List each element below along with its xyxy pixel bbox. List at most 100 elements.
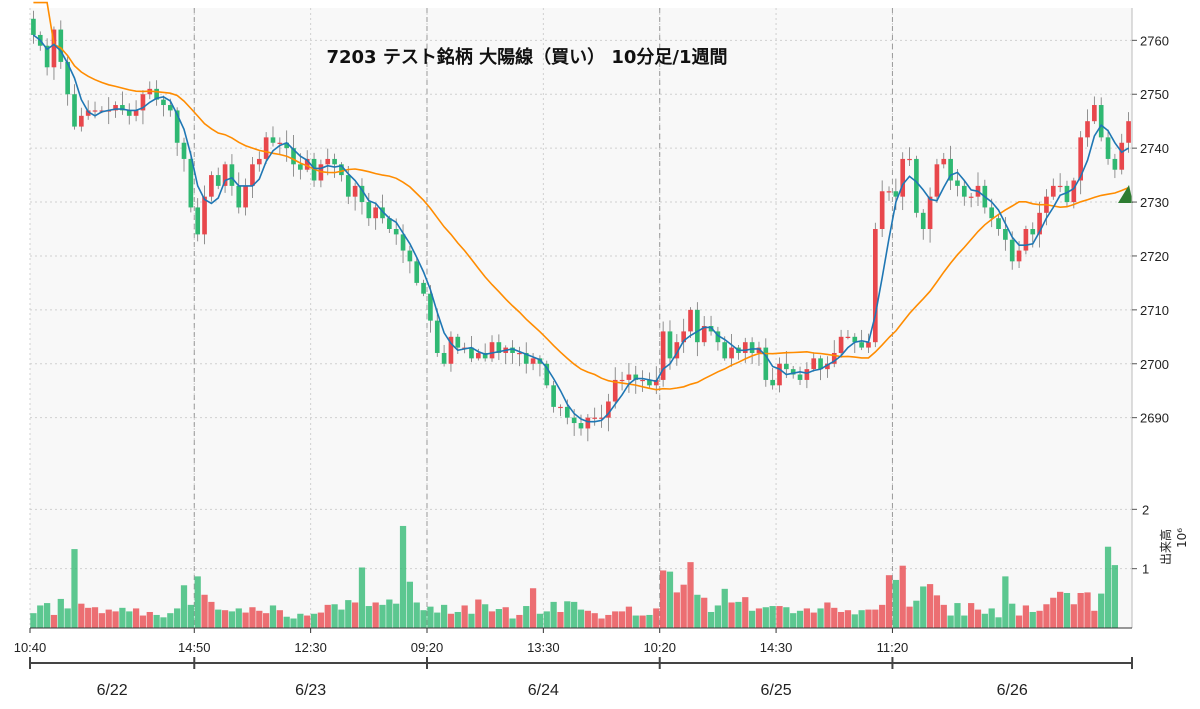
- candle-body: [1098, 105, 1104, 138]
- volume-axis: 12: [1131, 450, 1149, 628]
- volume-bar: [495, 609, 502, 628]
- volume-bar: [160, 617, 167, 628]
- volume-bar: [817, 608, 824, 628]
- volume-bar: [639, 615, 646, 628]
- candle-body: [523, 352, 529, 364]
- volume-bar: [317, 612, 325, 628]
- volume-bar: [584, 610, 591, 628]
- candle-body: [270, 137, 276, 143]
- volume-bar: [105, 609, 112, 628]
- candle-body: [1085, 121, 1090, 138]
- volume-bar: [126, 611, 133, 628]
- volume-bar: [947, 615, 954, 628]
- chart-title: 7203 テスト銘柄 大陽線（買い） 10分足/1週間: [326, 46, 727, 68]
- volume-bar: [475, 599, 482, 628]
- volume-bar: [769, 606, 776, 628]
- price-tick-label: 2700: [1140, 357, 1169, 372]
- candle-body: [660, 331, 666, 380]
- volume-bar: [687, 562, 694, 628]
- volume-bar: [167, 613, 174, 628]
- volume-bar: [571, 601, 578, 628]
- candle-body: [1030, 229, 1036, 235]
- candle-body: [914, 158, 919, 213]
- volume-bar: [550, 601, 557, 628]
- candle-body: [811, 358, 817, 370]
- date-label: 6/23: [295, 682, 326, 699]
- volume-tick-label: 2: [1142, 502, 1149, 517]
- candle-body: [756, 347, 762, 353]
- ma-short-line: [32, 34, 1130, 423]
- candle-body: [359, 185, 365, 203]
- volume-bar: [995, 617, 1002, 628]
- volume-bar: [906, 606, 913, 628]
- volume-bar: [625, 606, 633, 628]
- volume-bar: [71, 549, 78, 628]
- volume-bar: [844, 610, 852, 628]
- date-label: 6/26: [997, 682, 1028, 699]
- volume-bar: [618, 611, 626, 628]
- candle-body: [872, 229, 878, 343]
- time-tick-label: 10:40: [14, 640, 47, 655]
- candle-body: [667, 331, 673, 359]
- candle-body: [633, 374, 639, 380]
- volume-bar: [331, 604, 338, 628]
- volume-bar: [899, 565, 906, 628]
- volume-bar: [290, 618, 297, 628]
- candle-body: [291, 148, 296, 165]
- candle-body: [455, 336, 461, 348]
- candle-body: [571, 417, 577, 424]
- candle-body: [763, 347, 769, 380]
- candle-body: [955, 180, 960, 186]
- volume-bar: [872, 609, 879, 628]
- candle-body: [243, 185, 248, 208]
- candle-body: [428, 293, 433, 321]
- volume-bar: [482, 604, 489, 628]
- candle-body: [339, 164, 344, 176]
- volume-bar: [393, 603, 400, 628]
- volume-bar: [406, 581, 414, 628]
- candle-body: [400, 234, 406, 251]
- volume-bar: [632, 615, 639, 628]
- volume-bar: [91, 607, 99, 628]
- time-axis: 10:40 14:50 12:30 09:20 13:30 10:20 14:30 11:20: [14, 627, 1132, 655]
- volume-bar: [1091, 610, 1098, 628]
- volume-bar: [1104, 546, 1112, 628]
- candle-body: [701, 326, 707, 343]
- time-tick-label: 11:20: [877, 640, 909, 655]
- volume-bar: [30, 613, 37, 628]
- volume-bar: [1036, 610, 1043, 628]
- volume-bar: [557, 611, 564, 628]
- volume-bar: [680, 584, 687, 628]
- buy-signal-marker: [1118, 185, 1133, 203]
- candle-body: [1023, 229, 1029, 251]
- candle-body: [256, 158, 262, 165]
- volume-bar: [653, 608, 660, 628]
- candle-body: [229, 164, 235, 186]
- price-tick-label: 2750: [1140, 87, 1169, 102]
- candle-body: [51, 29, 57, 68]
- candle-body: [133, 110, 139, 116]
- candle-body: [852, 336, 858, 343]
- candle-body: [893, 191, 899, 197]
- volume-bar: [345, 600, 352, 628]
- volume-axis-unit: 10⁶: [1175, 528, 1189, 548]
- volume-bar: [1063, 592, 1071, 628]
- volume-bar: [837, 611, 845, 628]
- volume-bar: [1043, 604, 1050, 628]
- candle-body: [332, 158, 337, 165]
- candle-body: [674, 342, 680, 359]
- candle-body: [551, 385, 556, 407]
- candle-body: [421, 282, 426, 294]
- candle-body: [380, 207, 385, 219]
- candle-body: [154, 88, 159, 100]
- volume-bar: [1022, 605, 1030, 628]
- candle-body: [202, 196, 207, 235]
- volume-bar: [865, 609, 872, 628]
- candle-body: [167, 105, 173, 111]
- volume-bar: [796, 610, 804, 628]
- volume-bar: [468, 613, 475, 628]
- volume-bar: [543, 611, 550, 628]
- volume-bar: [112, 611, 119, 628]
- volume-bar: [1009, 603, 1016, 628]
- candle-body: [325, 158, 331, 165]
